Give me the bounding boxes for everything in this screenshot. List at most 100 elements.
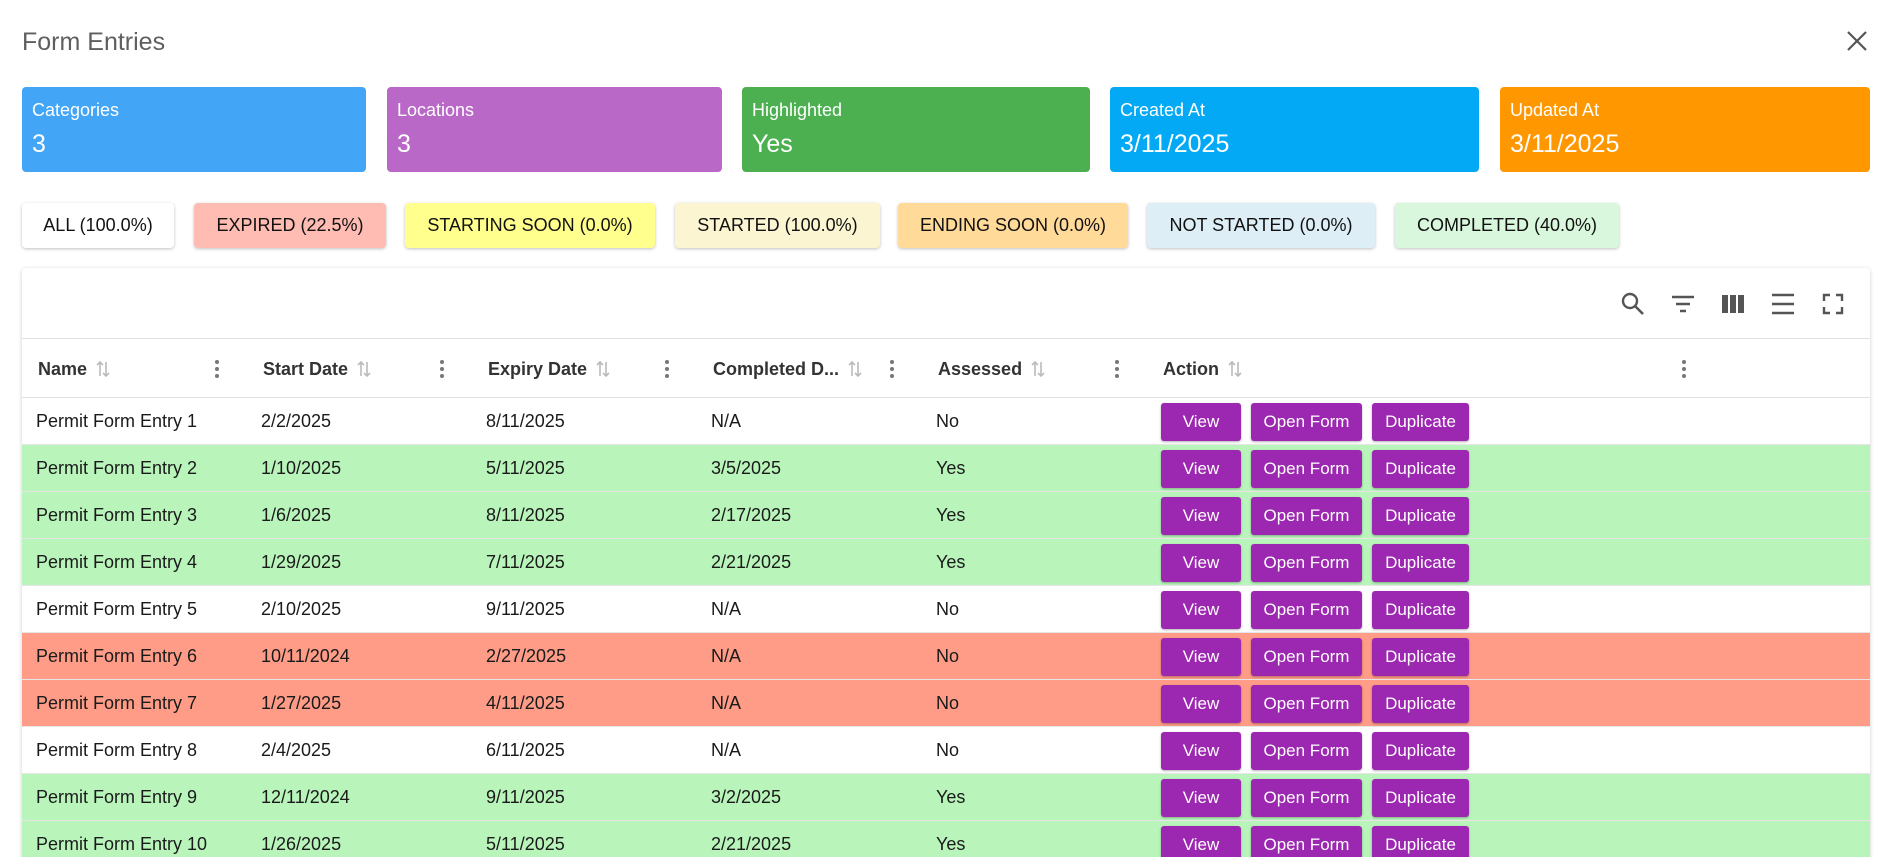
stat-label: Updated At bbox=[1510, 100, 1600, 120]
column-header-label: Expiry Date bbox=[488, 358, 588, 379]
cell-assessed: No bbox=[936, 599, 960, 619]
duplicate-button[interactable]: Duplicate bbox=[1372, 732, 1469, 770]
cell-name: Permit Form Entry 7 bbox=[36, 693, 198, 713]
table-row[interactable]: Permit Form Entry 1 2/2/2025 8/11/2025 N/A N… bbox=[22, 398, 1870, 445]
column-menu-icon[interactable] bbox=[438, 358, 446, 380]
duplicate-button[interactable]: Duplicate bbox=[1372, 591, 1469, 629]
sort-icon[interactable] bbox=[1227, 359, 1243, 379]
column-menu-icon[interactable] bbox=[1680, 358, 1688, 380]
column-header-label: Completed D... bbox=[713, 358, 840, 379]
sort-icon[interactable] bbox=[847, 359, 863, 379]
column-header-action[interactable]: Action bbox=[1163, 339, 1243, 399]
sort-icon[interactable] bbox=[356, 359, 372, 379]
filter-expired[interactable]: EXPIRED (22.5%) bbox=[194, 203, 386, 248]
view-button[interactable]: View bbox=[1161, 403, 1241, 441]
filter-all[interactable]: ALL (100.0%) bbox=[22, 203, 174, 248]
column-header-expiry-date[interactable]: Expiry Date bbox=[488, 339, 611, 399]
cell-assessed: Yes bbox=[936, 834, 966, 854]
close-icon[interactable] bbox=[1844, 28, 1870, 54]
column-header-name[interactable]: Name bbox=[38, 339, 111, 399]
duplicate-button[interactable]: Duplicate bbox=[1372, 685, 1469, 723]
view-button[interactable]: View bbox=[1161, 779, 1241, 817]
table-row[interactable]: Permit Form Entry 3 1/6/2025 8/11/2025 2/17… bbox=[22, 492, 1870, 539]
stat-value: 3/11/2025 bbox=[1120, 130, 1230, 158]
column-header-label: Action bbox=[1163, 358, 1219, 379]
cell-completed-date: N/A bbox=[711, 646, 742, 666]
open-form-button[interactable]: Open Form bbox=[1251, 685, 1362, 723]
fullscreen-icon[interactable] bbox=[1819, 290, 1847, 318]
stat-card-highlighted: Highlighted Yes bbox=[742, 87, 1090, 172]
cell-assessed: No bbox=[936, 411, 960, 431]
cell-name: Permit Form Entry 6 bbox=[36, 646, 198, 666]
column-header-label: Assessed bbox=[938, 358, 1023, 379]
open-form-button[interactable]: Open Form bbox=[1251, 497, 1362, 535]
column-menu-icon[interactable] bbox=[213, 358, 221, 380]
cell-start-date: 1/29/2025 bbox=[261, 552, 342, 572]
cell-start-date: 10/11/2024 bbox=[261, 646, 350, 666]
filter-starting-soon[interactable]: STARTING SOON (0.0%) bbox=[405, 203, 655, 248]
dialog-title: Form Entries bbox=[22, 28, 166, 56]
duplicate-button[interactable]: Duplicate bbox=[1372, 403, 1469, 441]
open-form-button[interactable]: Open Form bbox=[1251, 826, 1362, 857]
open-form-button[interactable]: Open Form bbox=[1251, 732, 1362, 770]
search-icon[interactable] bbox=[1619, 290, 1647, 318]
density-icon[interactable] bbox=[1769, 290, 1797, 318]
column-menu-icon[interactable] bbox=[1113, 358, 1121, 380]
table-row[interactable]: Permit Form Entry 2 1/10/2025 5/11/2025 3/5… bbox=[22, 445, 1870, 492]
column-header-completed-date[interactable]: Completed D... bbox=[713, 339, 863, 399]
column-menu-icon[interactable] bbox=[888, 358, 896, 380]
duplicate-button[interactable]: Duplicate bbox=[1372, 497, 1469, 535]
cell-assessed: Yes bbox=[936, 552, 966, 572]
duplicate-button[interactable]: Duplicate bbox=[1372, 826, 1469, 857]
column-header-label: Start Date bbox=[263, 358, 349, 379]
sort-icon[interactable] bbox=[1030, 359, 1046, 379]
column-menu-icon[interactable] bbox=[663, 358, 671, 380]
view-button[interactable]: View bbox=[1161, 685, 1241, 723]
stat-card-categories: Categories 3 bbox=[22, 87, 366, 172]
column-header-start-date[interactable]: Start Date bbox=[263, 339, 372, 399]
filter-ending-soon[interactable]: ENDING SOON (0.0%) bbox=[898, 203, 1128, 248]
filter-not-started[interactable]: NOT STARTED (0.0%) bbox=[1147, 203, 1375, 248]
column-header-assessed[interactable]: Assessed bbox=[938, 339, 1046, 399]
duplicate-button[interactable]: Duplicate bbox=[1372, 450, 1469, 488]
sort-icon[interactable] bbox=[95, 359, 111, 379]
filter-icon[interactable] bbox=[1669, 290, 1697, 318]
table-row[interactable]: Permit Form Entry 6 10/11/2024 2/27/2025 N/… bbox=[22, 633, 1870, 680]
table-row[interactable]: Permit Form Entry 4 1/29/2025 7/11/2025 2/2… bbox=[22, 539, 1870, 586]
cell-start-date: 1/27/2025 bbox=[261, 693, 342, 713]
table-row[interactable]: Permit Form Entry 10 1/26/2025 5/11/2025 2/… bbox=[22, 821, 1870, 857]
open-form-button[interactable]: Open Form bbox=[1251, 638, 1362, 676]
table-row[interactable]: Permit Form Entry 8 2/4/2025 6/11/2025 N/A N… bbox=[22, 727, 1870, 774]
open-form-button[interactable]: Open Form bbox=[1251, 403, 1362, 441]
columns-icon[interactable] bbox=[1719, 290, 1747, 318]
cell-completed-date: N/A bbox=[711, 599, 742, 619]
open-form-button[interactable]: Open Form bbox=[1251, 544, 1362, 582]
cell-assessed: Yes bbox=[936, 787, 966, 807]
table-row[interactable]: Permit Form Entry 7 1/27/2025 4/11/2025 N/A… bbox=[22, 680, 1870, 727]
open-form-button[interactable]: Open Form bbox=[1251, 591, 1362, 629]
open-form-button[interactable]: Open Form bbox=[1251, 450, 1362, 488]
cell-start-date: 2/4/2025 bbox=[261, 740, 332, 760]
duplicate-button[interactable]: Duplicate bbox=[1372, 544, 1469, 582]
cell-start-date: 1/26/2025 bbox=[261, 834, 342, 854]
filter-started[interactable]: STARTED (100.0%) bbox=[675, 203, 880, 248]
duplicate-button[interactable]: Duplicate bbox=[1372, 638, 1469, 676]
cell-completed-date: N/A bbox=[711, 740, 742, 760]
view-button[interactable]: View bbox=[1161, 544, 1241, 582]
view-button[interactable]: View bbox=[1161, 826, 1241, 857]
table-row[interactable]: Permit Form Entry 9 12/11/2024 9/11/2025 3/… bbox=[22, 774, 1870, 821]
view-button[interactable]: View bbox=[1161, 450, 1241, 488]
open-form-button[interactable]: Open Form bbox=[1251, 779, 1362, 817]
cell-start-date: 2/2/2025 bbox=[261, 411, 332, 431]
view-button[interactable]: View bbox=[1161, 591, 1241, 629]
view-button[interactable]: View bbox=[1161, 497, 1241, 535]
stat-value: Yes bbox=[752, 130, 793, 158]
cell-name: Permit Form Entry 2 bbox=[36, 458, 198, 478]
stat-card-created-at: Created At 3/11/2025 bbox=[1110, 87, 1479, 172]
duplicate-button[interactable]: Duplicate bbox=[1372, 779, 1469, 817]
filter-completed[interactable]: COMPLETED (40.0%) bbox=[1395, 203, 1619, 248]
view-button[interactable]: View bbox=[1161, 732, 1241, 770]
sort-icon[interactable] bbox=[595, 359, 611, 379]
table-row[interactable]: Permit Form Entry 5 2/10/2025 9/11/2025 N/A… bbox=[22, 586, 1870, 633]
view-button[interactable]: View bbox=[1161, 638, 1241, 676]
